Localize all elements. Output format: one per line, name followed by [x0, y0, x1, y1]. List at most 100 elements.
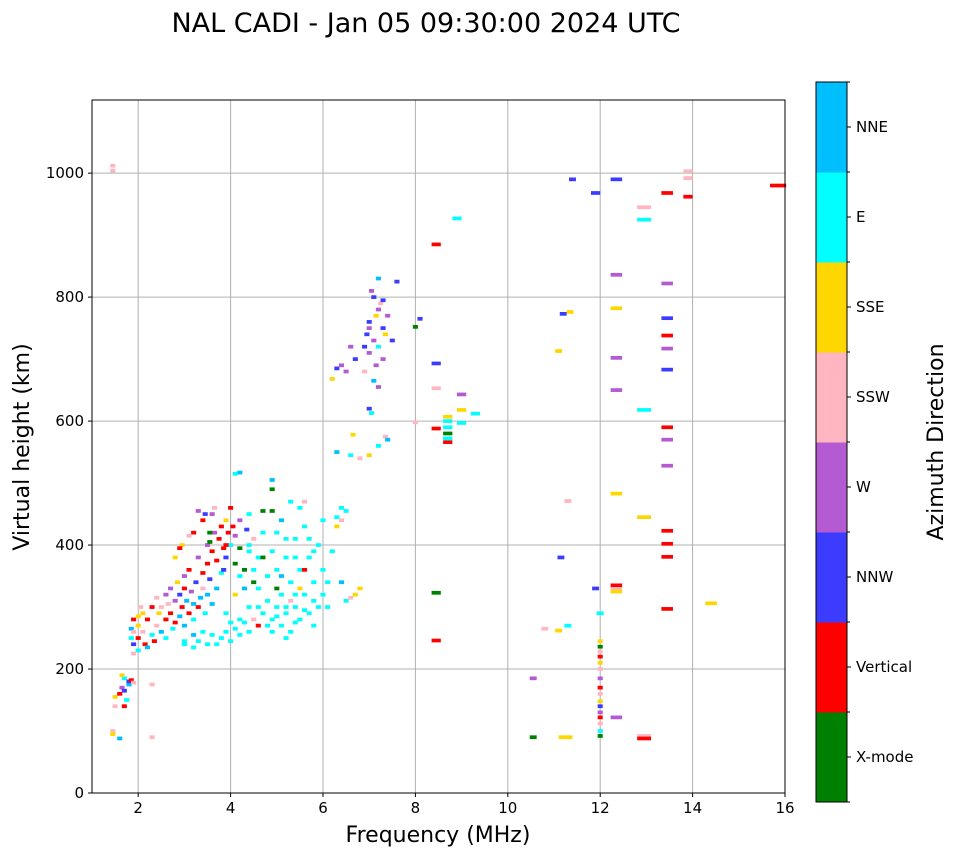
data-point [265, 623, 271, 628]
data-point [228, 620, 234, 625]
data-point [334, 524, 340, 529]
data-point [661, 541, 673, 546]
data-point [541, 626, 549, 631]
data-point [661, 367, 673, 372]
data-point [184, 598, 190, 603]
data-point [237, 546, 243, 551]
data-point [237, 617, 243, 622]
data-point [683, 194, 693, 199]
data-point [555, 349, 563, 353]
data-point [269, 549, 275, 554]
data-point [637, 205, 652, 210]
data-point [412, 325, 418, 329]
data-point [610, 388, 623, 392]
data-point [177, 546, 183, 551]
data-point [564, 499, 572, 503]
data-point [191, 645, 197, 650]
data-point [274, 614, 280, 619]
data-point [269, 487, 275, 492]
data-point [597, 734, 603, 738]
data-point [278, 574, 284, 578]
data-point [191, 633, 197, 637]
x-tick-label: 2 [133, 799, 143, 817]
data-point [181, 642, 187, 647]
data-point [140, 629, 146, 634]
data-point [597, 654, 603, 659]
data-point [241, 567, 248, 572]
data-point [348, 453, 354, 458]
data-point [378, 301, 384, 306]
data-point [297, 567, 303, 572]
y-tick-label: 0 [74, 784, 84, 802]
data-point [637, 408, 652, 412]
colorbar-swatch [816, 352, 847, 443]
data-point [181, 574, 187, 578]
data-point [590, 191, 601, 195]
data-point [297, 506, 303, 510]
data-point [121, 688, 127, 693]
colorbar: X-mode Vertical NNW W SSW SSE E NNE [815, 81, 913, 803]
data-point [260, 611, 266, 616]
data-point [163, 617, 169, 622]
data-point [610, 587, 623, 591]
data-point [375, 385, 381, 389]
data-point [385, 313, 391, 318]
data-point [278, 623, 284, 628]
data-point [204, 642, 211, 647]
data-point [135, 623, 141, 628]
colorbar-frame [815, 81, 848, 803]
data-point [661, 281, 673, 286]
data-point [334, 515, 340, 520]
data-point [320, 518, 326, 523]
data-point [198, 595, 204, 600]
colorbar-swatch [816, 82, 847, 173]
data-point [191, 530, 197, 535]
data-point [569, 177, 576, 182]
data-point [338, 580, 345, 585]
x-tick-label: 6 [318, 799, 328, 817]
data-point [334, 366, 340, 371]
data-point [170, 626, 176, 631]
data-point [375, 276, 381, 281]
data-point [237, 470, 243, 475]
data-point [255, 623, 261, 628]
data-point [255, 555, 261, 560]
colorbar-swatch [816, 262, 847, 353]
data-point [610, 715, 623, 720]
data-point [443, 414, 453, 419]
data-point [149, 682, 155, 687]
data-point [325, 580, 331, 585]
data-point [121, 676, 127, 681]
data-point [255, 605, 261, 609]
data-point [241, 620, 248, 625]
data-point [566, 310, 574, 314]
data-point [218, 571, 224, 575]
data-point [301, 524, 308, 529]
data-point [110, 729, 116, 733]
data-point [564, 623, 572, 628]
colorbar-swatch [816, 442, 847, 533]
data-point [320, 592, 326, 597]
data-point [661, 316, 673, 321]
data-point [315, 543, 321, 547]
data-point [597, 704, 603, 709]
data-point [179, 543, 185, 547]
data-point [154, 623, 160, 628]
data-point [596, 611, 604, 616]
data-point [191, 602, 197, 606]
data-point [232, 471, 238, 476]
data-point [283, 611, 289, 616]
data-point [597, 639, 603, 643]
data-point [119, 685, 125, 690]
data-point [230, 524, 236, 529]
data-point [637, 217, 652, 222]
data-point [610, 589, 623, 594]
data-point [204, 592, 211, 597]
data-point [288, 629, 294, 634]
colorbar-swatch [816, 712, 847, 803]
data-point [364, 332, 370, 337]
data-point [135, 636, 141, 640]
data-point [158, 629, 164, 634]
data-point [366, 406, 372, 411]
data-point [237, 518, 243, 523]
